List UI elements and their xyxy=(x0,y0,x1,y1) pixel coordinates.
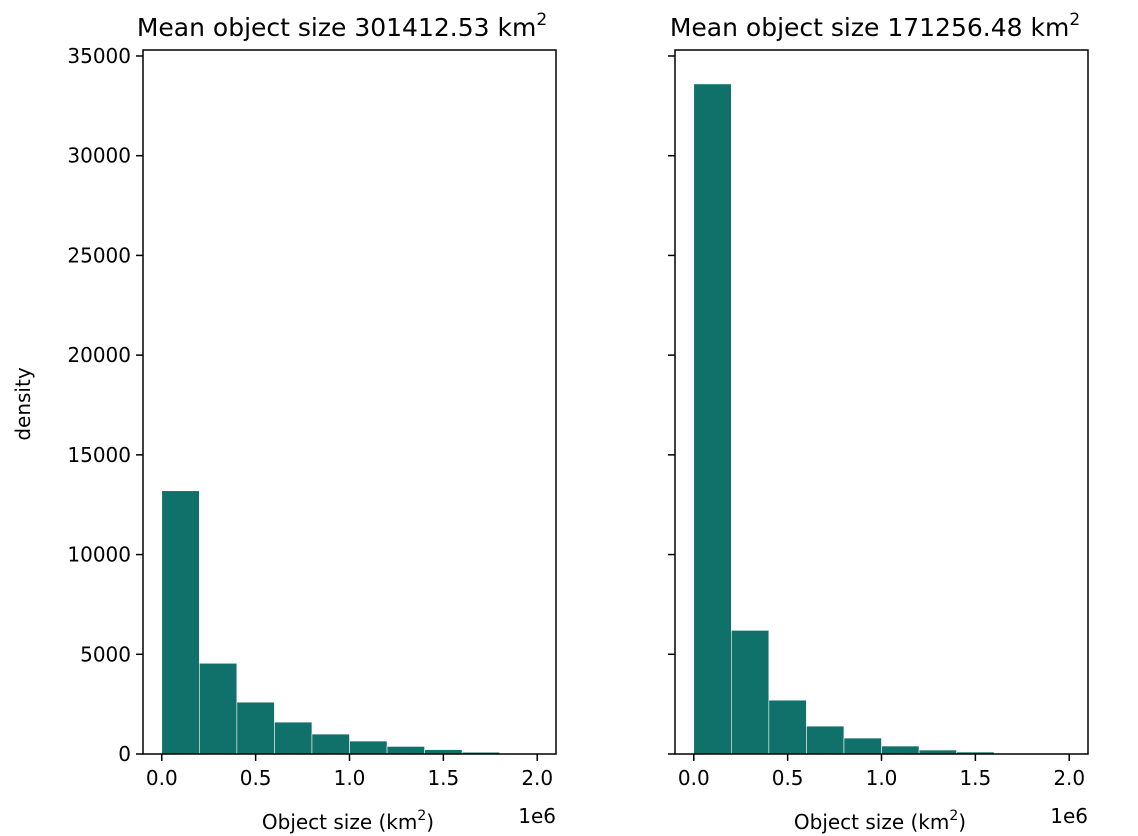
panel-right-x-ticks: 0.0 0.5 1.0 1.5 2.0 xyxy=(678,754,1085,790)
panel-left-xlabel-superscript: 2 xyxy=(417,808,426,824)
panel-left-y-ticks: 0 5000 10000 15000 20000 25000 30000 35000 xyxy=(67,44,143,766)
panel-left-title: Mean object size 301412.53 km2 xyxy=(137,10,547,42)
panel-right-bar-1 xyxy=(731,630,770,755)
panel-right-x-tick-label-4: 2.0 xyxy=(1053,766,1085,790)
panel-left-y-tick-label-0: 0 xyxy=(118,742,131,766)
panel-right-x-tick-label-2: 1.0 xyxy=(866,766,898,790)
panel-right-title: Mean object size 171256.48 km2 xyxy=(670,10,1080,42)
panel-left-x-tick-label-3: 1.5 xyxy=(427,766,459,790)
panel-left-x-tick-label-1: 0.5 xyxy=(240,766,272,790)
panel-left-bar-5 xyxy=(349,740,388,755)
panel-left-y-tick-label-5: 25000 xyxy=(67,243,131,267)
panel-left-x-tick-label-4: 2.0 xyxy=(521,766,553,790)
panel-right-bar-3 xyxy=(806,725,845,755)
panel-left-xlabel: Object size (km2) xyxy=(262,808,434,834)
panel-right-bar-0 xyxy=(693,83,732,755)
panel-right-x-tick-label-1: 0.5 xyxy=(772,766,804,790)
panel-left-y-tick-label-3: 15000 xyxy=(67,443,131,467)
panel-left-y-tick-label-6: 30000 xyxy=(67,144,131,168)
panel-left-x-offset-label: 1e6 xyxy=(518,804,556,828)
panel-left-xlabel-suffix: ) xyxy=(426,810,434,834)
panel-right-bars xyxy=(693,83,1070,755)
panel-left-x-tick-label-2: 1.0 xyxy=(334,766,366,790)
panel-right-y-ticks xyxy=(668,55,675,755)
panel-left-y-tick-label-1: 5000 xyxy=(80,642,131,666)
panel-right-xlabel-superscript: 2 xyxy=(949,808,958,824)
panel-right-bar-4 xyxy=(843,737,882,755)
histogram-panel-left: Mean object size 301412.53 km2 density 0… xyxy=(11,10,557,834)
panel-right-bar-2 xyxy=(768,699,807,755)
panel-right-x-offset-label: 1e6 xyxy=(1050,804,1088,828)
panel-left-title-superscript: 2 xyxy=(536,10,547,30)
panel-left-ylabel: density xyxy=(11,367,35,440)
panel-right-xlabel: Object size (km2) xyxy=(794,808,966,834)
panel-left-x-ticks: 0.0 0.5 1.0 1.5 2.0 xyxy=(146,754,553,790)
panel-left-bar-3 xyxy=(274,721,313,755)
panel-left-bars xyxy=(161,490,538,755)
panel-left-bar-4 xyxy=(311,733,350,755)
panel-right-x-tick-label-3: 1.5 xyxy=(959,766,991,790)
panel-left-y-tick-label-4: 20000 xyxy=(67,343,131,367)
panel-right-xlabel-suffix: ) xyxy=(958,810,966,834)
panel-right-title-superscript: 2 xyxy=(1069,10,1080,30)
panel-left-bar-1 xyxy=(199,662,238,755)
panel-left-bar-6 xyxy=(386,746,425,755)
panel-left-bar-0 xyxy=(161,490,200,755)
panel-left-y-tick-label-7: 35000 xyxy=(67,44,131,68)
panel-left-y-tick-label-2: 10000 xyxy=(67,543,131,567)
panel-left-x-tick-label-0: 0.0 xyxy=(146,766,178,790)
histogram-panel-right: Mean object size 171256.48 km2 0.0 0.5 1.0… xyxy=(668,10,1089,834)
panel-right-bar-5 xyxy=(881,745,920,755)
panel-left-bar-2 xyxy=(236,701,275,755)
panel-right-x-tick-label-0: 0.0 xyxy=(678,766,710,790)
